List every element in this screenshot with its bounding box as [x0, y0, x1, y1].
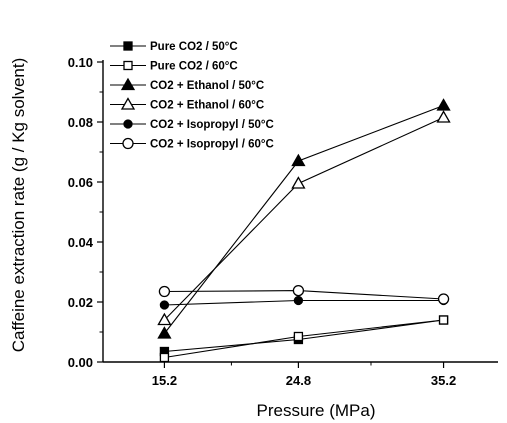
legend-marker [120, 97, 136, 110]
legend-label: Pure CO2 / 60°C [150, 61, 238, 73]
data-point [291, 153, 306, 167]
y-tick-label: 0.00 [68, 355, 93, 370]
legend-marker [122, 137, 134, 150]
series-line [164, 299, 444, 306]
legend-label: CO2 + Ethanol / 60°C [150, 100, 264, 112]
legend-marker [123, 119, 133, 129]
series-5 [159, 295, 449, 310]
x-tick-label: 15.2 [152, 373, 177, 388]
x-axis-title: Pressure (MPa) [256, 401, 375, 420]
ticks: 0.00 0.02 0.04 0.06 0.08 0.10 15.2 24.8 35.2 [68, 55, 457, 388]
series-layer [157, 98, 451, 363]
series-line [164, 290, 444, 300]
legend: Pure CO2 / 50°C Pure CO2 / 60°C CO2 + Etha… [110, 41, 274, 151]
legend-label: CO2 + Ethanol / 50°C [150, 80, 264, 92]
data-point [159, 300, 170, 310]
legend-entry: CO2 + Isopropyl / 50°C [110, 119, 274, 131]
data-point [157, 326, 172, 339]
data-point [436, 110, 451, 123]
y-tick-label: 0.08 [68, 115, 93, 130]
data-point [291, 176, 306, 189]
legend-entry: CO2 + Ethanol / 60°C [110, 97, 264, 112]
x-tick-label: 35.2 [431, 373, 456, 388]
data-point [436, 98, 451, 111]
data-point [292, 284, 305, 297]
data-point [438, 315, 449, 325]
y-axis-title: Caffeine extraction rate (g / Kg solvent… [9, 58, 28, 353]
data-point [159, 352, 170, 363]
data-point [437, 293, 450, 305]
series-3 [157, 98, 451, 339]
legend-marker [120, 77, 136, 91]
legend-marker [123, 41, 133, 51]
legend-label: CO2 + Isopropyl / 60°C [150, 139, 274, 151]
legend-entry: CO2 + Ethanol / 50°C [110, 77, 264, 92]
legend-entry: CO2 + Isopropyl / 60°C [110, 137, 274, 151]
y-tick-label: 0.06 [68, 175, 93, 190]
legend-label: Pure CO2 / 50°C [150, 41, 238, 53]
x-tick-label: 24.8 [286, 373, 311, 388]
series-4 [157, 110, 451, 326]
series-6 [158, 284, 450, 305]
legend-entry: Pure CO2 / 50°C [110, 41, 238, 53]
data-point [158, 285, 171, 298]
legend-marker [123, 60, 133, 71]
legend-label: CO2 + Isopropyl / 50°C [150, 119, 274, 131]
y-tick-label: 0.04 [68, 235, 94, 250]
y-tick-label: 0.02 [68, 295, 93, 310]
legend-entry: Pure CO2 / 60°C [110, 61, 238, 73]
y-tick-label: 0.10 [68, 55, 93, 70]
series-2 [159, 315, 449, 363]
data-point [293, 331, 304, 342]
data-point [157, 312, 172, 326]
data-point [293, 295, 304, 306]
